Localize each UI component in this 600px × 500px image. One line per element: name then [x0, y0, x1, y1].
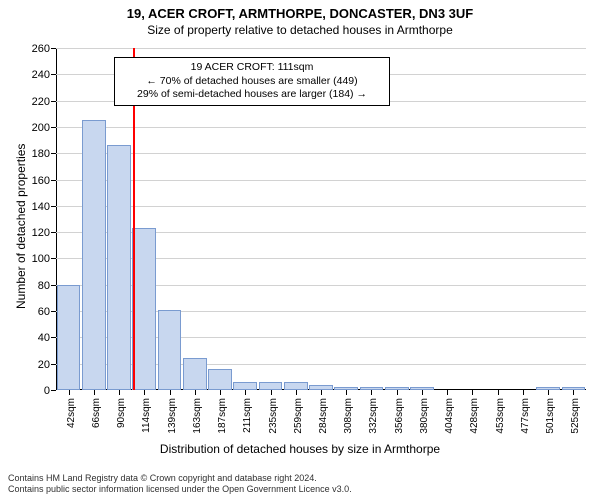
- x-tick-label: 404sqm: [444, 398, 455, 434]
- y-tick-label: 20: [38, 359, 56, 371]
- histogram-bar: [158, 310, 182, 390]
- footer-text: Contains HM Land Registry data © Crown c…: [8, 473, 352, 496]
- x-tick-label: 453sqm: [495, 398, 506, 434]
- annotation-line: 29% of semi-detached houses are larger (…: [121, 88, 383, 102]
- y-tick-label: 100: [32, 253, 56, 265]
- x-tick: [144, 390, 145, 395]
- x-tick-label: 139sqm: [167, 398, 178, 434]
- x-tick-label: 308sqm: [343, 398, 354, 434]
- x-tick-label: 66sqm: [91, 398, 102, 428]
- x-tick-label: 332sqm: [368, 398, 379, 434]
- x-tick: [498, 390, 499, 395]
- annotation-box: 19 ACER CROFT: 111sqm← 70% of detached h…: [114, 57, 390, 106]
- x-tick-label: 259sqm: [293, 398, 304, 434]
- x-tick-label: 477sqm: [520, 398, 531, 434]
- y-tick-label: 180: [32, 148, 56, 160]
- gridline: [56, 180, 586, 181]
- x-tick: [170, 390, 171, 395]
- x-tick: [195, 390, 196, 395]
- x-tick-label: 187sqm: [217, 398, 228, 434]
- x-tick-label: 42sqm: [66, 398, 77, 428]
- histogram-bar: [82, 120, 106, 390]
- y-axis-label: Number of detached properties: [14, 144, 28, 309]
- histogram-bar: [259, 382, 283, 390]
- x-tick: [296, 390, 297, 395]
- x-tick: [422, 390, 423, 395]
- x-tick: [548, 390, 549, 395]
- histogram-bar: [57, 285, 81, 390]
- y-tick-label: 60: [38, 306, 56, 318]
- footer-line: Contains HM Land Registry data © Crown c…: [8, 473, 352, 485]
- gridline: [56, 48, 586, 49]
- x-tick-label: 163sqm: [192, 398, 203, 434]
- page-subtitle: Size of property relative to detached ho…: [0, 21, 600, 37]
- x-tick-label: 525sqm: [570, 398, 581, 434]
- x-tick: [321, 390, 322, 395]
- gridline: [56, 153, 586, 154]
- page-title: 19, ACER CROFT, ARMTHORPE, DONCASTER, DN…: [0, 0, 600, 21]
- x-tick-label: 211sqm: [242, 398, 253, 433]
- x-tick-label: 501sqm: [545, 398, 556, 434]
- x-tick-label: 356sqm: [394, 398, 405, 434]
- histogram-bar: [183, 358, 207, 390]
- x-tick: [220, 390, 221, 395]
- histogram-bar: [233, 382, 257, 390]
- x-tick-label: 114sqm: [141, 398, 152, 433]
- histogram-plot: 02040608010012014016018020022024026042sq…: [56, 48, 586, 390]
- gridline: [56, 127, 586, 128]
- x-tick: [523, 390, 524, 395]
- x-axis-label: Distribution of detached houses by size …: [0, 442, 600, 456]
- x-tick-label: 428sqm: [469, 398, 480, 434]
- y-tick-label: 200: [32, 122, 56, 134]
- annotation-line: 19 ACER CROFT: 111sqm: [121, 61, 383, 75]
- gridline: [56, 206, 586, 207]
- y-tick-label: 40: [38, 332, 56, 344]
- x-tick-label: 90sqm: [116, 398, 127, 428]
- x-tick: [447, 390, 448, 395]
- footer-line: Contains public sector information licen…: [8, 484, 352, 496]
- y-tick-label: 240: [32, 69, 56, 81]
- x-tick-label: 380sqm: [419, 398, 430, 434]
- histogram-bar: [132, 228, 156, 390]
- y-tick-label: 260: [32, 43, 56, 55]
- x-tick: [346, 390, 347, 395]
- x-tick: [94, 390, 95, 395]
- y-tick-label: 120: [32, 227, 56, 239]
- y-tick-label: 0: [44, 385, 56, 397]
- y-tick-label: 160: [32, 175, 56, 187]
- x-tick: [371, 390, 372, 395]
- x-tick: [119, 390, 120, 395]
- x-tick: [472, 390, 473, 395]
- y-tick-label: 220: [32, 96, 56, 108]
- annotation-line: ← 70% of detached houses are smaller (44…: [121, 75, 383, 89]
- y-tick-label: 140: [32, 201, 56, 213]
- x-tick: [573, 390, 574, 395]
- x-tick: [69, 390, 70, 395]
- y-tick-label: 80: [38, 280, 56, 292]
- x-tick: [397, 390, 398, 395]
- x-tick: [271, 390, 272, 395]
- histogram-bar: [107, 145, 131, 390]
- x-tick: [245, 390, 246, 395]
- histogram-bar: [284, 382, 308, 390]
- x-tick-label: 235sqm: [268, 398, 279, 434]
- x-tick-label: 284sqm: [318, 398, 329, 434]
- histogram-bar: [208, 369, 232, 390]
